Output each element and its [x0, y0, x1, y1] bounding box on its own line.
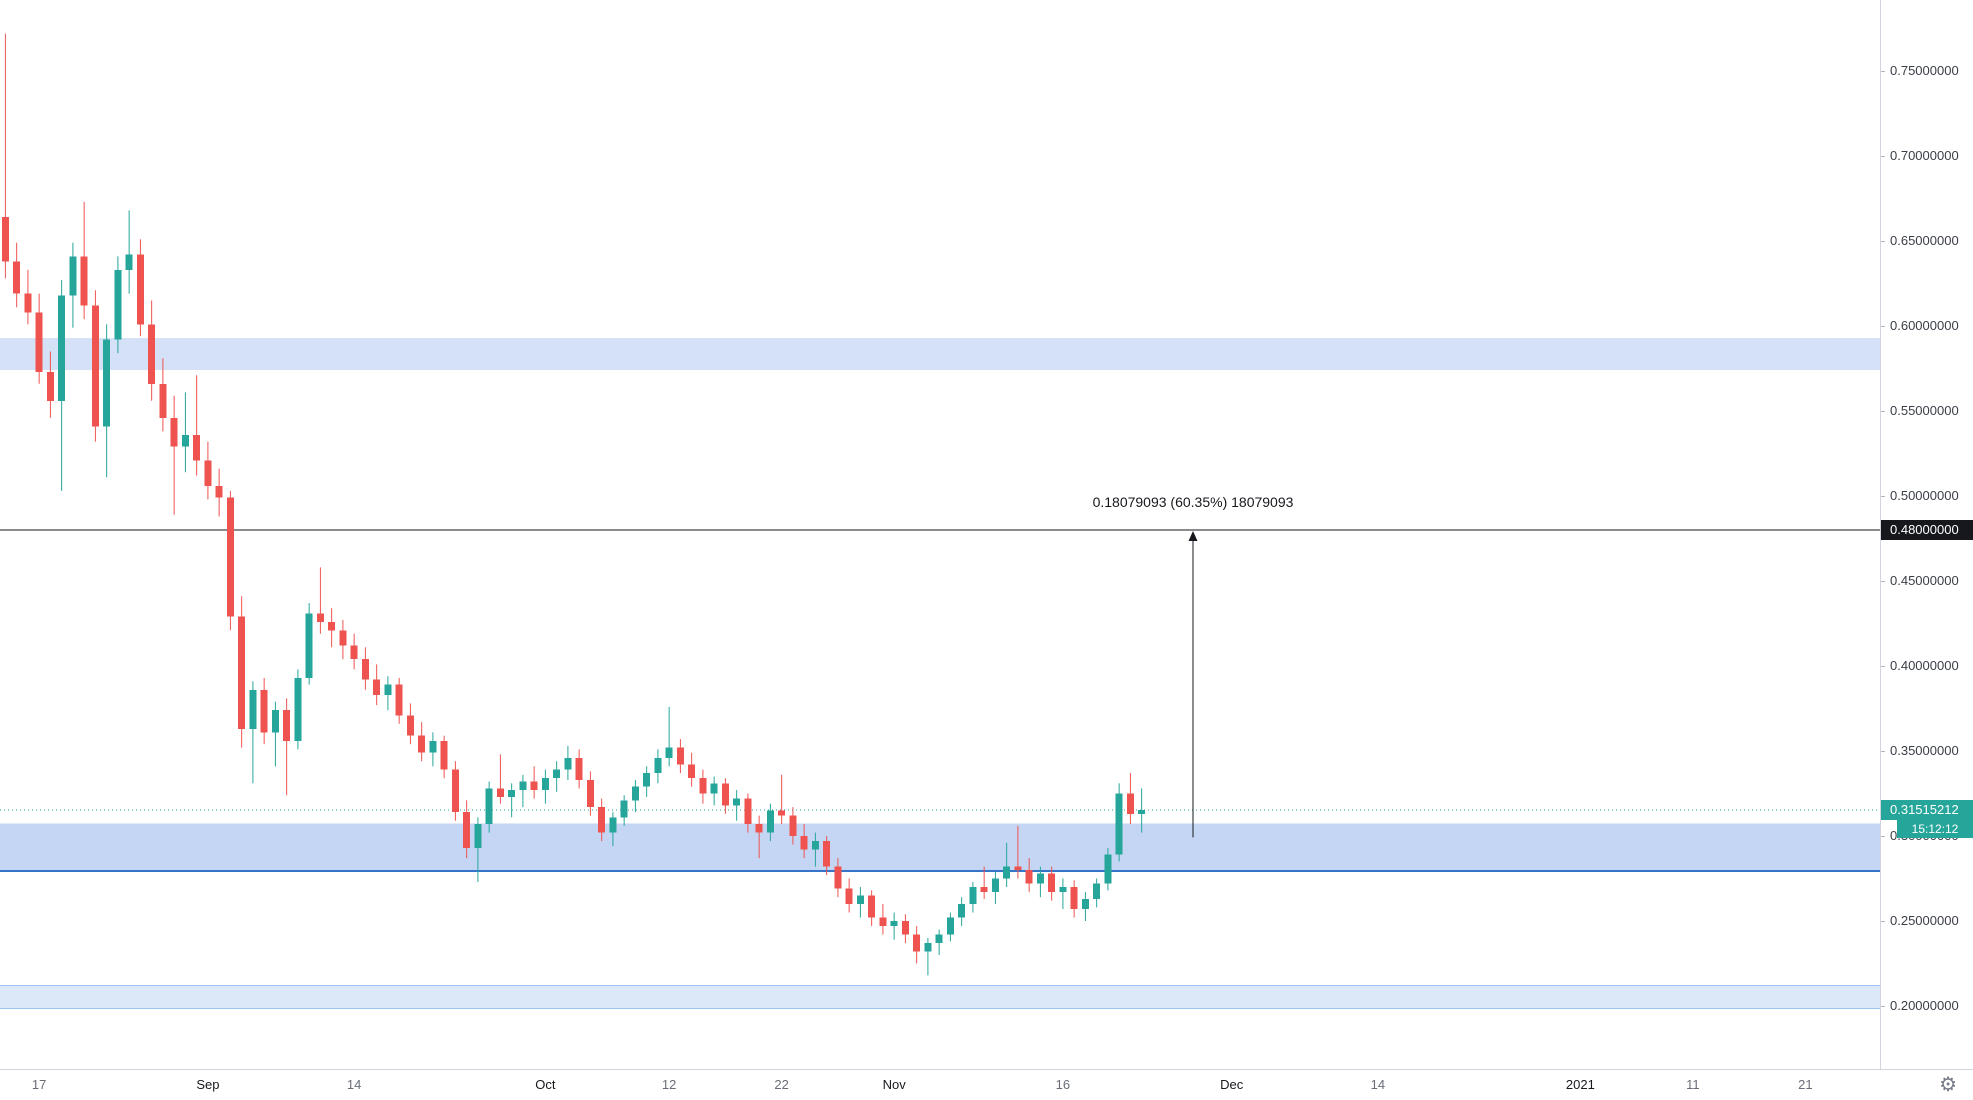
time-tick-label: 16 — [1055, 1077, 1071, 1092]
time-tick-label: Oct — [535, 1077, 556, 1092]
time-tick-label: 21 — [1798, 1077, 1813, 1092]
time-tick-label: 2021 — [1565, 1077, 1595, 1092]
price-level-badge: 0.48000000 — [1881, 520, 1973, 540]
price-tick-label: 0.55000000 — [1881, 402, 1973, 420]
chart-settings-button[interactable]: ⚙ — [1937, 1071, 1959, 1099]
time-tick-label: Nov — [882, 1077, 906, 1092]
candlestick-chart[interactable] — [0, 0, 1880, 1069]
price-tick-label: 0.40000000 — [1881, 657, 1973, 675]
time-tick-label: 12 — [661, 1077, 677, 1092]
price-tick-label: 0.35000000 — [1881, 742, 1973, 760]
time-tick-label: Dec — [1220, 1077, 1244, 1092]
time-axis[interactable]: 17 Sep 14 Oct 12 22 Nov 16 Dec 14 2021 11 21 ⚙ — [0, 1069, 1973, 1100]
price-tick-label: 0.65000000 — [1881, 232, 1973, 250]
time-tick-label: 14 — [346, 1077, 362, 1092]
gear-icon: ⚙ — [1939, 1074, 1957, 1096]
candle-countdown-badge: 15:12:12 — [1897, 820, 1973, 839]
price-tick-label: 0.45000000 — [1881, 572, 1973, 590]
time-tick-label: 22 — [774, 1077, 789, 1092]
price-tick-label: 0.50000000 — [1881, 487, 1973, 505]
current-price-badge: 0.31515212 — [1881, 800, 1973, 821]
time-tick-label: 14 — [1370, 1077, 1386, 1092]
price-tick-label: 0.70000000 — [1881, 147, 1973, 165]
price-tick-label: 0.20000000 — [1881, 997, 1973, 1015]
time-tick-label: 17 — [31, 1077, 47, 1092]
measurement-label[interactable]: 0.18079093 (60.35%) 18079093 — [1092, 494, 1294, 510]
price-tick-label: 0.75000000 — [1881, 62, 1973, 80]
price-tick-label: 0.60000000 — [1881, 317, 1973, 335]
price-axis[interactable]: 0.75000000 0.70000000 0.65000000 0.60000000… — [1880, 0, 1973, 1069]
time-tick-label: 11 — [1686, 1077, 1700, 1092]
price-tick-label: 0.25000000 — [1881, 912, 1973, 930]
time-tick-label: Sep — [196, 1077, 220, 1092]
